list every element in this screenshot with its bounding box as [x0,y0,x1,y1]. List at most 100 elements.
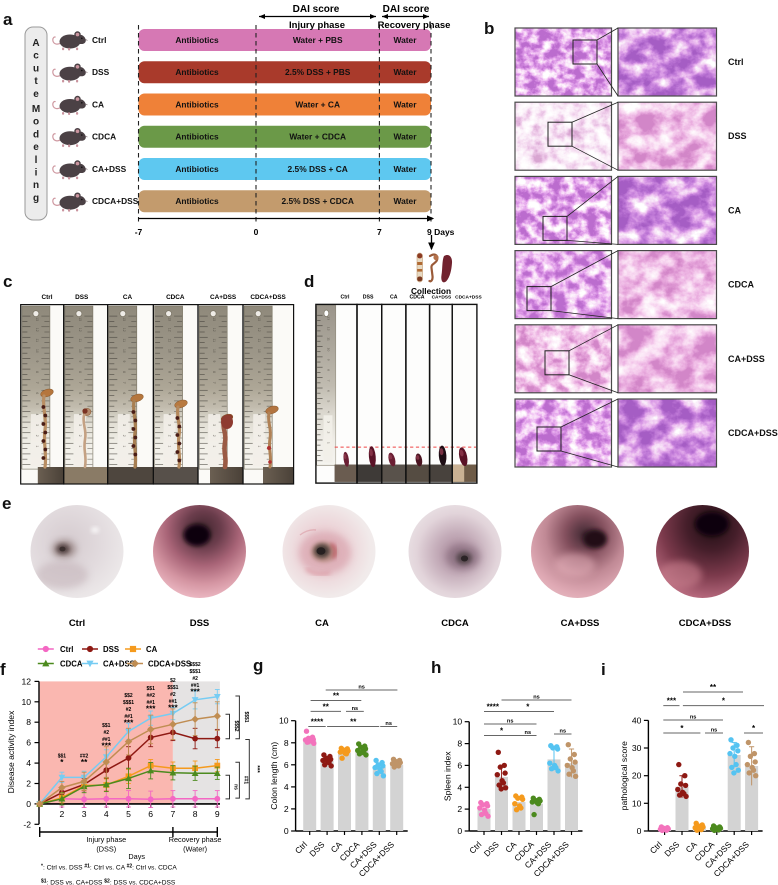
svg-text:CA+DSS: CA+DSS [728,354,765,364]
svg-text:CA: CA [390,295,398,301]
svg-text:Ctrl: Ctrl [69,618,85,629]
svg-text:Water: Water [394,196,418,206]
svg-text:CA+DSS: CA+DSS [432,295,452,301]
svg-text:Water + CDCA: Water + CDCA [289,132,346,142]
svg-text:$$2: $$2 [124,693,133,699]
svg-text:Water: Water [394,67,418,77]
svg-text:ns: ns [385,721,392,727]
svg-text:Ctrl: Ctrl [41,294,52,301]
svg-text:***: *** [190,688,200,697]
svg-text:DSS: DSS [662,839,682,859]
svg-text:Water + CA: Water + CA [295,100,340,110]
svg-text:DSS: DSS [482,839,502,859]
svg-text:10: 10 [632,798,642,808]
svg-text:ns: ns [690,715,697,721]
svg-text:12: 12 [21,676,31,686]
svg-text:****: **** [487,703,500,712]
svg-text:0: 0 [637,826,642,836]
svg-text:ns: ns [358,685,365,691]
svg-text:CDCA+DSS: CDCA+DSS [728,428,778,438]
svg-text:Water + PBS: Water + PBS [293,35,343,45]
svg-text:CDCA: CDCA [410,295,425,301]
svg-text:20: 20 [632,771,642,781]
svg-text:Antibiotics: Antibiotics [175,164,219,174]
svg-text:CA: CA [92,100,104,110]
svg-text:##1: ##1 [124,714,133,720]
svg-text:DAI score: DAI score [293,4,340,15]
svg-text:10: 10 [453,717,463,727]
svg-text:**: ** [333,692,340,701]
svg-text:Water: Water [394,100,418,110]
svg-text:#2: #2 [170,692,176,698]
svg-text:*: * [722,697,726,706]
svg-text:***: *** [102,742,112,751]
svg-text:ns: ns [533,695,540,701]
svg-text:*: * [500,727,504,736]
svg-text:DSS: DSS [103,645,119,654]
svg-text:(Water): (Water) [183,845,207,854]
svg-text:4: 4 [457,782,462,792]
svg-text:DSS: DSS [363,295,374,301]
svg-text:M: M [32,104,40,115]
svg-text:0: 0 [26,799,31,809]
svg-text:##2: ##2 [80,754,89,760]
svg-text:9 Days: 9 Days [427,227,455,237]
svg-text:Colon length (cm): Colon length (cm) [269,742,279,810]
svg-text:n: n [33,180,39,191]
svg-text:ns: ns [560,729,567,735]
svg-text:10: 10 [21,697,31,707]
svg-text:A: A [32,38,39,49]
svg-text:Days: Days [128,852,145,861]
svg-text:$$1: $$1 [147,686,156,692]
svg-text:CDCA+DSS: CDCA+DSS [92,196,139,206]
svg-text:o: o [33,117,39,128]
svg-text:**: ** [81,758,88,767]
svg-text:***: *** [254,765,261,773]
svg-text:#2: #2 [192,676,198,682]
svg-text:(DSS): (DSS) [96,845,116,854]
svg-text:40: 40 [632,715,642,725]
svg-text:DSS: DSS [75,294,89,301]
svg-text:Antibiotics: Antibiotics [175,132,219,142]
svg-text:-2: -2 [23,819,31,829]
svg-text:6: 6 [26,738,31,748]
svg-text:$$$1: $$$1 [190,669,201,675]
svg-text:-7: -7 [135,227,143,237]
svg-text:ns: ns [352,706,359,712]
svg-text:$$$2: $$$2 [233,720,239,731]
svg-text:$$$2: $$$2 [190,662,201,668]
svg-text:ns: ns [525,730,532,736]
svg-text:$2: $2 [170,678,176,684]
svg-text:6: 6 [148,809,153,819]
svg-text:3: 3 [82,809,87,819]
svg-text:$$$1: $$$1 [243,711,249,722]
svg-text:##1: ##1 [102,737,111,743]
svg-text:Antibiotics: Antibiotics [175,67,219,77]
svg-text:i: i [35,168,38,179]
svg-text:DSS: DSS [190,618,210,629]
svg-text:ns: ns [507,719,514,725]
svg-text:Recovery phase: Recovery phase [169,835,222,844]
svg-text:Injury phase: Injury phase [289,20,345,31]
svg-text:d: d [33,129,39,140]
svg-text:0: 0 [284,826,289,836]
svg-text:Ctrl: Ctrl [341,295,350,301]
svg-text:##2: ##2 [147,693,156,699]
svg-text:CA+DSS: CA+DSS [103,660,135,669]
svg-text:****: **** [311,718,324,727]
svg-text:DSS: DSS [307,839,327,859]
svg-text:DAI score: DAI score [383,4,430,15]
svg-text:6: 6 [457,760,462,770]
svg-text:CDCA: CDCA [441,618,469,629]
svg-text:CDCA: CDCA [92,132,116,142]
svg-text:Injury phase: Injury phase [86,835,126,844]
svg-text:2.5% DSS + PBS: 2.5% DSS + PBS [285,67,351,77]
svg-text:7: 7 [171,809,176,819]
svg-text:pathological score: pathological score [619,741,629,810]
svg-text:**: ** [350,718,357,727]
svg-text:##1: ##1 [169,699,178,705]
svg-text:6: 6 [284,760,289,770]
svg-text:CA: CA [123,294,133,301]
svg-text:Ctrl: Ctrl [293,839,309,855]
svg-text:Ctrl: Ctrl [648,839,664,855]
